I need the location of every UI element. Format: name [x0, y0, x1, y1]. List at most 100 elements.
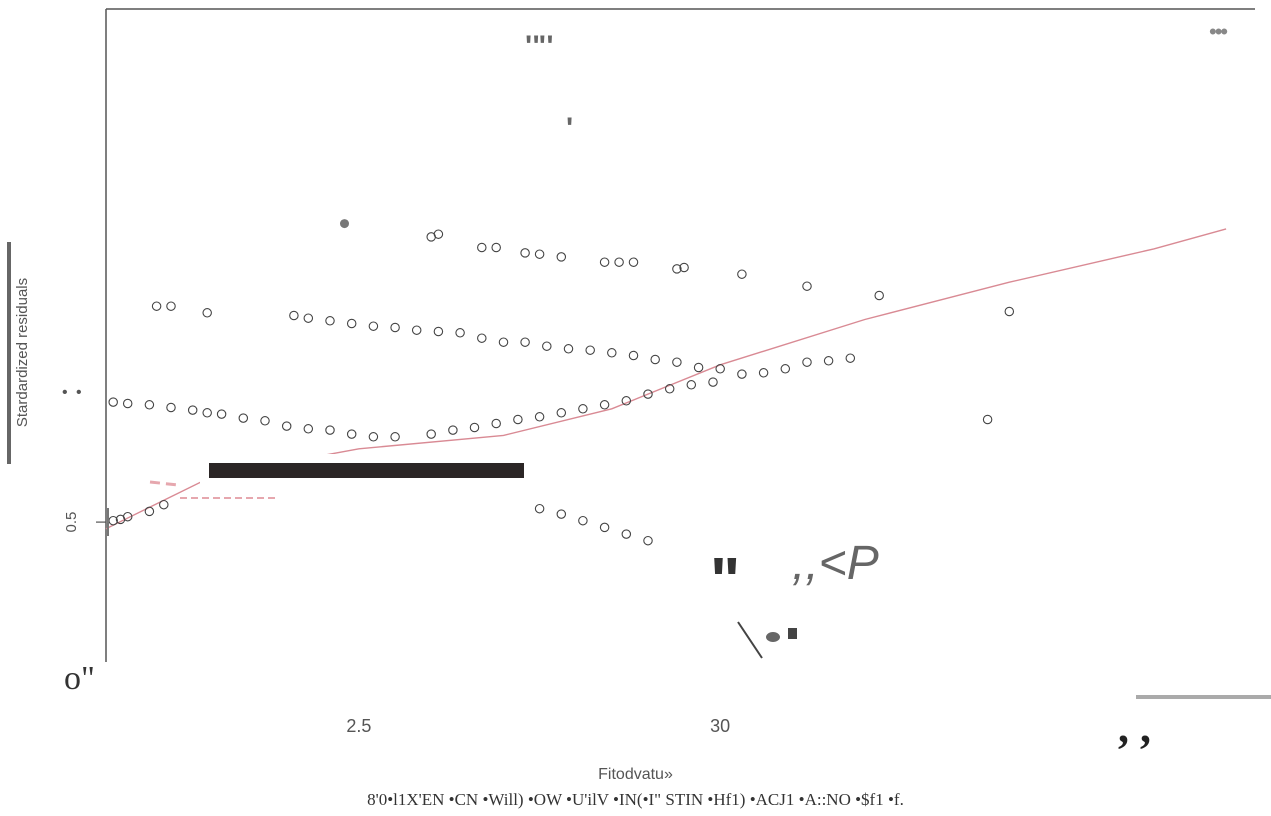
data-point	[491, 418, 501, 429]
ylabel-fragment: • •	[62, 384, 84, 401]
blot-mark	[766, 632, 780, 642]
data-point	[737, 369, 747, 379]
data-point	[599, 257, 610, 267]
data-point	[187, 405, 198, 415]
data-point	[433, 229, 444, 239]
data-point	[122, 398, 133, 409]
data-point	[628, 350, 639, 361]
data-point	[534, 249, 545, 259]
data-point	[672, 264, 682, 274]
data-point	[469, 422, 480, 433]
data-point	[216, 409, 227, 419]
data-point	[477, 242, 487, 253]
data-point	[556, 408, 567, 418]
data-point	[520, 337, 530, 347]
data-point	[628, 257, 639, 267]
data-point	[874, 290, 884, 301]
data-point-filled	[340, 219, 349, 229]
y-label-bar	[7, 242, 11, 464]
data-point	[780, 364, 791, 374]
data-point	[672, 357, 682, 367]
data-point	[845, 353, 856, 363]
data-point	[679, 262, 689, 273]
data-point	[455, 328, 465, 338]
mid-quotes: "	[710, 544, 741, 616]
data-point	[303, 313, 314, 323]
data-point	[664, 384, 675, 394]
ticks-layer: 2.5 30 0.5	[63, 512, 730, 736]
data-point	[346, 318, 357, 329]
data-point	[693, 362, 704, 373]
data-point	[166, 402, 176, 413]
data-point	[643, 389, 653, 399]
y-tick-label: 0.5	[63, 512, 80, 533]
data-point	[151, 301, 162, 311]
data-point	[650, 354, 660, 365]
legend-dash-short	[149, 480, 179, 487]
data-point	[426, 429, 436, 439]
data-point	[159, 499, 169, 510]
mid-symbol: ,,<P	[792, 537, 879, 590]
data-point	[448, 425, 458, 435]
data-point	[542, 341, 552, 351]
data-point	[556, 509, 567, 519]
slash-mark	[737, 621, 763, 659]
x-axis-label: Fitodvatu»	[598, 766, 673, 783]
data-point	[556, 252, 567, 262]
data-point	[534, 503, 545, 514]
data-point	[607, 348, 617, 358]
data-point	[281, 421, 292, 431]
data-point	[737, 269, 747, 279]
data-point	[621, 529, 632, 539]
data-point	[643, 535, 653, 546]
bottom-left-mark: o"	[64, 660, 95, 697]
data-point	[260, 416, 270, 426]
x-tick-label: 30	[710, 716, 730, 736]
data-point	[390, 322, 400, 333]
data-point	[715, 364, 725, 374]
data-point	[108, 397, 118, 407]
data-point	[325, 425, 335, 435]
data-point	[578, 404, 588, 414]
data-point	[1004, 306, 1015, 317]
data-point	[614, 257, 624, 267]
data-point	[686, 380, 697, 390]
data-point	[477, 333, 487, 343]
bottom-right-mark: , ,	[1118, 703, 1151, 752]
data-point	[758, 368, 769, 378]
points-layer	[108, 219, 1015, 546]
data-point	[325, 316, 335, 326]
figure-caption: 8'0•l1X'EN •CN •Will) •OW •U'ilV •IN(•I"…	[367, 790, 904, 809]
top-tick: '	[566, 112, 574, 145]
data-point	[289, 310, 299, 321]
square-mark	[788, 628, 797, 639]
y-axis-label: Stardardized residuals	[10, 245, 36, 460]
data-point	[823, 356, 834, 366]
data-point	[708, 377, 718, 387]
data-point	[202, 408, 212, 418]
data-point	[411, 325, 422, 335]
data-point	[513, 414, 523, 425]
data-point	[534, 412, 545, 422]
data-point	[498, 337, 509, 347]
data-point	[585, 345, 595, 355]
data-point	[599, 400, 610, 410]
white-occluder-lower-right	[690, 585, 760, 625]
data-point	[433, 326, 444, 337]
data-point	[578, 515, 588, 526]
data-point	[122, 511, 133, 522]
data-point	[238, 413, 249, 423]
data-point	[563, 344, 574, 354]
data-point	[599, 522, 610, 533]
data-point	[144, 400, 155, 410]
top-marks: '"'	[525, 30, 554, 63]
x-tick-label: 2.5	[346, 716, 371, 736]
top-right-dots: •••	[1209, 19, 1228, 44]
data-point	[346, 429, 357, 439]
occlusion-layer	[107, 454, 797, 659]
data-point	[202, 308, 212, 318]
data-point	[520, 248, 530, 258]
data-point	[368, 321, 379, 331]
data-point	[802, 281, 812, 291]
